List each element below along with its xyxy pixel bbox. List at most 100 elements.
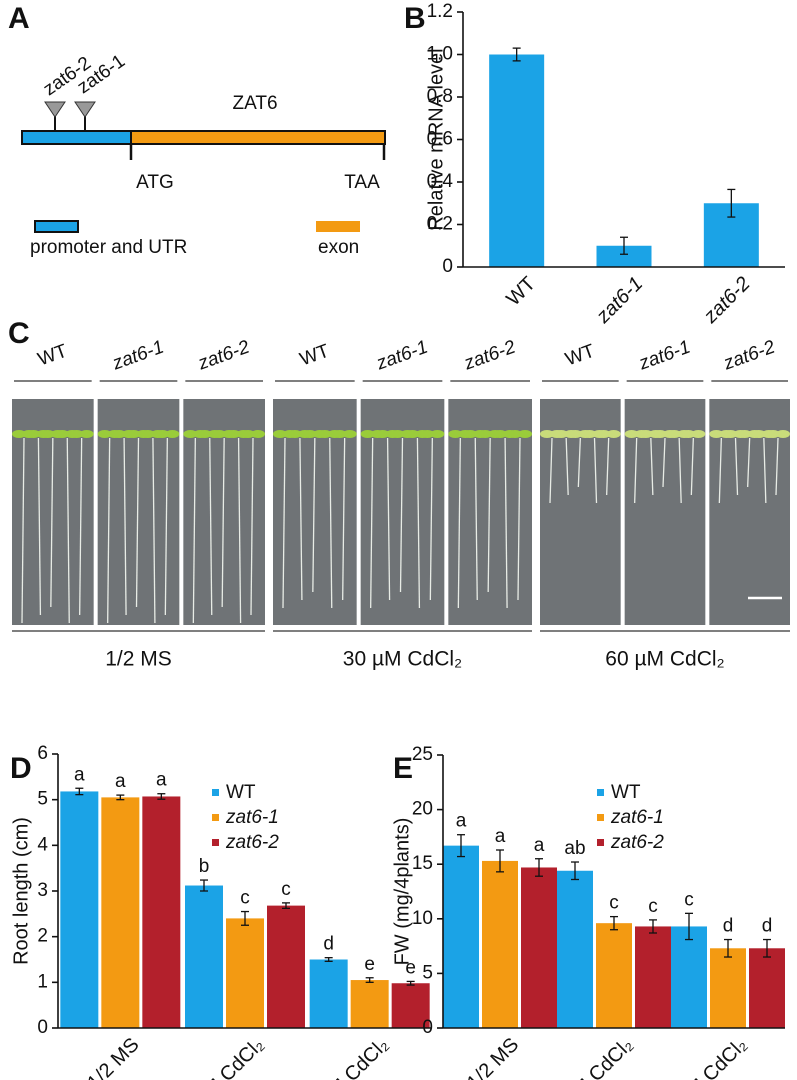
start-label: ATG	[136, 172, 174, 193]
seedling-leaf	[709, 430, 724, 438]
bar	[521, 867, 557, 1028]
panel-label: D	[10, 752, 32, 785]
significance-letter: e	[364, 954, 375, 975]
seedling-leaf	[582, 430, 597, 438]
legend-swatch	[34, 220, 79, 233]
seedling-root	[329, 437, 333, 609]
seedling-root	[429, 437, 433, 601]
seedling-leaf	[332, 430, 347, 438]
seedling-root	[50, 437, 54, 608]
seedling-root	[416, 437, 421, 609]
seedling-leaf	[241, 430, 255, 438]
promoter-box	[21, 130, 132, 145]
genotype-label: WT	[35, 340, 70, 370]
seedling-leaf	[360, 430, 375, 438]
seedling-root	[164, 437, 168, 616]
significance-letter: c	[648, 896, 658, 917]
error-bar	[116, 794, 125, 801]
bar	[101, 797, 140, 1028]
y-tick-label: 5	[422, 962, 433, 983]
significance-letter: a	[115, 771, 126, 792]
bar	[350, 980, 389, 1028]
genotype-label: zat6-2	[720, 337, 778, 375]
error-bar	[649, 919, 657, 934]
significance-letter: c	[684, 889, 694, 910]
seedling-root	[135, 437, 140, 608]
seedling-leaf	[273, 430, 287, 438]
seedling-leaf	[40, 430, 55, 438]
genotype-label: zat6-2	[195, 337, 253, 375]
condition-label: 30 µM CdCl₂	[343, 648, 462, 671]
seedling-leaf	[667, 430, 682, 438]
seedling-root	[123, 437, 127, 616]
seedling-leaf	[342, 430, 357, 438]
seedling-leaf	[97, 430, 112, 438]
genotype-label: WT	[297, 340, 332, 370]
x-tick-label: WT	[502, 273, 540, 311]
seedling-leaf	[140, 430, 155, 438]
seedling-leaf	[212, 430, 227, 438]
legend-swatch	[212, 839, 219, 846]
seedling-root	[734, 437, 739, 496]
bar	[482, 860, 518, 1028]
seedling-root	[312, 437, 316, 593]
seedling-leaf	[126, 430, 141, 438]
y-tick-label: 2	[37, 926, 48, 947]
seedling-root	[678, 437, 682, 504]
exon-box	[130, 130, 386, 145]
legend-label: zat6-1	[225, 807, 279, 828]
seedling-leaf	[776, 430, 790, 438]
seedling-root	[342, 437, 346, 601]
insertion-marker	[44, 101, 66, 118]
seedling-root	[37, 437, 42, 616]
seedling-root	[747, 437, 751, 488]
legend-swatch	[597, 789, 604, 796]
bar	[443, 845, 479, 1028]
seedling-root	[107, 437, 111, 624]
bar	[596, 923, 632, 1028]
seedling-root	[690, 437, 694, 496]
significance-letter: c	[281, 879, 291, 900]
seedling-leaf	[55, 430, 70, 438]
legend-label: exon	[318, 237, 359, 258]
significance-letter: a	[156, 770, 167, 791]
seedling-leaf	[751, 430, 766, 438]
bar	[142, 796, 181, 1028]
panel-label: E	[393, 752, 413, 785]
seedling-leaf	[197, 430, 212, 438]
error-bar	[685, 912, 693, 941]
y-axis-label: FW (mg/4plants)	[391, 818, 413, 966]
error-bar	[535, 858, 543, 877]
seedling-leaf	[766, 430, 780, 438]
gene-diagram: A zat6-2 zat6-1 ZAT6 ATG TAA promoter an…	[8, 2, 386, 258]
bar	[489, 54, 545, 267]
seedling-leaf	[12, 430, 26, 438]
significance-letter: c	[240, 888, 250, 909]
error-bar	[200, 879, 208, 892]
y-tick-label: 0.4	[427, 171, 454, 192]
seedling-root	[763, 437, 767, 504]
error-bar	[727, 188, 736, 218]
seedling-leaf	[448, 430, 463, 438]
seedling-leaf	[375, 430, 390, 438]
genotype-label: zat6-2	[461, 337, 519, 375]
seedling-leaf	[420, 430, 435, 438]
x-tick-label: 1/2 MS	[83, 1034, 143, 1080]
error-bar	[324, 957, 333, 962]
condition-label: 1/2 MS	[105, 648, 172, 671]
seedling-root	[487, 437, 491, 593]
seedling-root	[250, 437, 254, 616]
error-bar	[75, 787, 84, 796]
significance-letter: ab	[564, 838, 585, 859]
insertion-marker	[74, 101, 96, 118]
significance-letter: b	[199, 856, 210, 877]
error-bar	[610, 915, 618, 931]
y-tick-label: 15	[412, 853, 433, 874]
seedling-leaf	[79, 430, 94, 438]
seedling-leaf	[518, 430, 532, 438]
seedling-root	[577, 437, 581, 488]
error-bar	[365, 977, 374, 983]
seedling-leaf	[183, 430, 198, 438]
error-bar	[724, 938, 732, 958]
seedling-leaf	[568, 430, 583, 438]
